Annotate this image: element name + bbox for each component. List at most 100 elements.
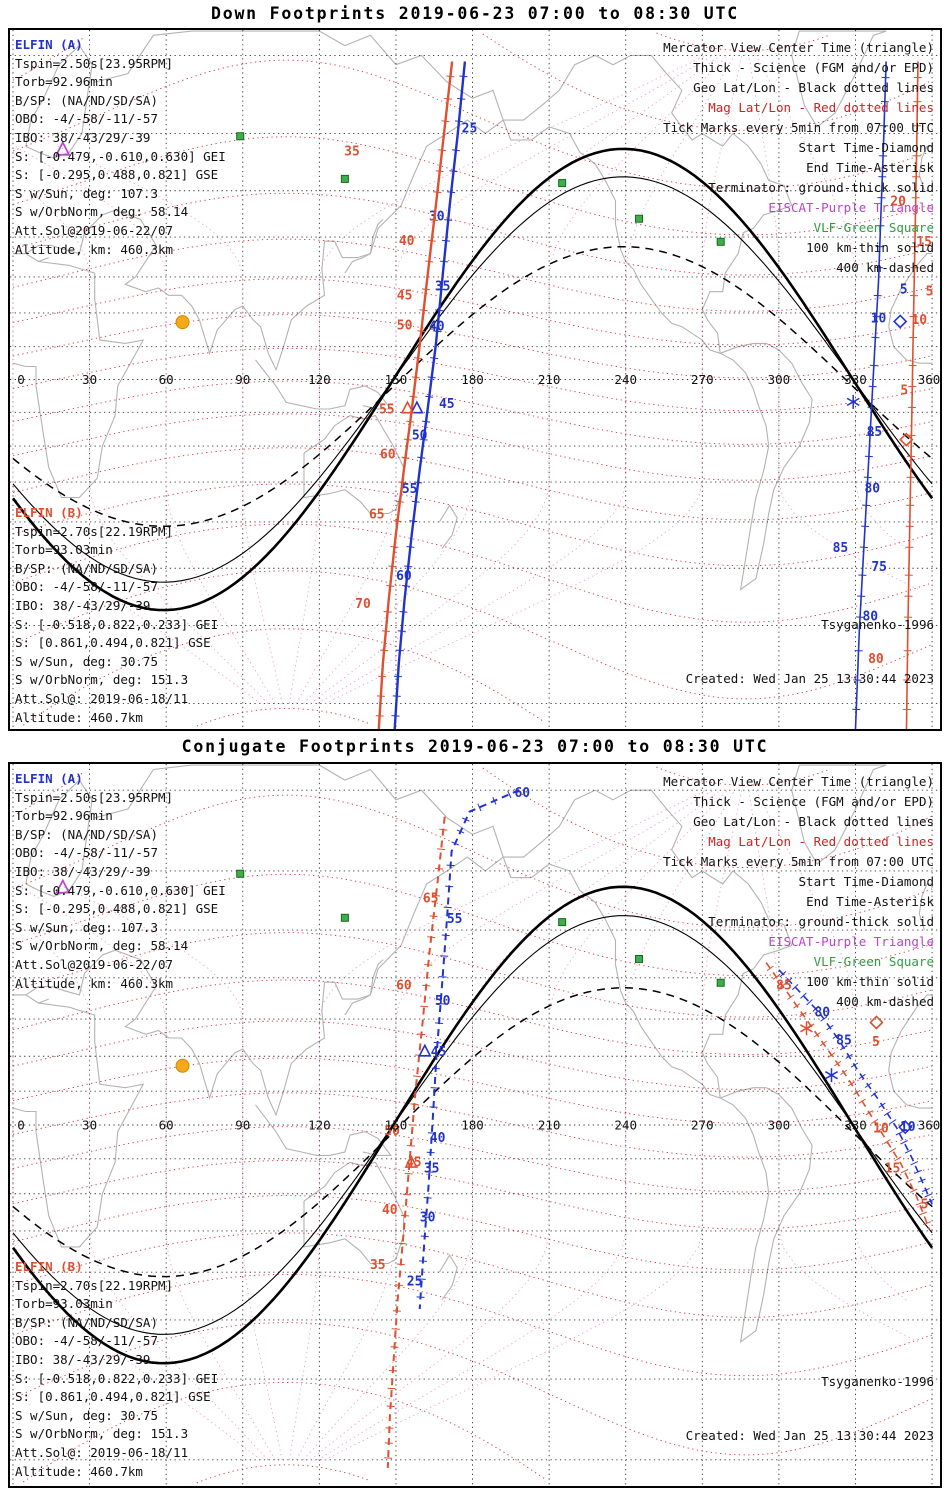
elfin-a-left-tick xyxy=(418,1260,428,1262)
mag-lat-line xyxy=(12,413,933,481)
legend-line: Thick - Science (FGM and/or EPD) xyxy=(693,60,934,75)
satellite-info-line: OBO: -4/-58/-11/-57 xyxy=(15,579,158,595)
elfin-b-right-tick xyxy=(900,1169,909,1174)
elfin-a-left-tick xyxy=(426,1151,435,1154)
elfin-a-left-tick xyxy=(433,330,442,333)
coastline xyxy=(13,253,49,263)
lon-tick-label: 150 xyxy=(385,1118,408,1133)
elfin-a-right-tick xyxy=(910,1161,919,1166)
lon-tick-label: 60 xyxy=(159,1118,174,1133)
satellite-info-line: Altitude, km: 460.3km xyxy=(15,975,174,991)
elfin-b-left-tick xyxy=(437,848,446,851)
start-time-diamond-marker xyxy=(893,314,908,329)
mag-lat-line xyxy=(12,523,933,623)
coastline xyxy=(719,342,813,591)
elfin-a-right-tick xyxy=(914,1169,922,1174)
elfin-a-left-tick xyxy=(440,955,449,957)
satellite-name: ELFIN (B) xyxy=(15,505,83,520)
created-timestamp: Created: Wed Jan 25 13:30:44 2023 xyxy=(685,671,934,686)
elfin-b-left-tick xyxy=(406,420,415,423)
satellite-info-line: IBO: 38/-43/29/-39 xyxy=(15,129,151,145)
vlf-square xyxy=(634,214,643,223)
elfin-b-left-tick xyxy=(425,260,434,263)
elfin-b-left-tick xyxy=(390,546,399,548)
mag-lat-line xyxy=(12,1092,933,1158)
coastline xyxy=(25,44,93,159)
legend-line: Mercator View Center Time (triangle) xyxy=(663,40,934,55)
elfin-b-left-label: 50 xyxy=(397,319,413,334)
mag-lat-line xyxy=(12,192,933,276)
eiscat-triangle xyxy=(55,140,71,156)
elfin-b-right-tick xyxy=(787,994,795,1000)
legend-line: VLF-Green Square xyxy=(813,954,934,969)
mag-lon-line xyxy=(29,190,269,704)
elfin-a-left-tick xyxy=(451,841,460,846)
legend-line: 400 km-dashed xyxy=(836,260,934,275)
legend-line: Tick Marks every 5min from 07:00 UTC xyxy=(663,854,934,869)
satellite-info-line: Att.Sol@2019-06-22/07 xyxy=(15,222,174,238)
elfin-a-left-tick xyxy=(492,796,497,805)
elfin-a-right-label: 85 xyxy=(836,1034,852,1049)
coastline xyxy=(503,789,793,1099)
elfin-b-left-tick xyxy=(410,1103,419,1105)
lon-tick-label: 300 xyxy=(768,1118,791,1133)
elfin-b-right-tick xyxy=(915,1201,924,1206)
elfin-a-info-block: ELFIN (A) Tspin=2.50s[23.95RPM] Torb=92.96… xyxy=(15,770,226,993)
satellite-info-line: Tspin=2.50s[23.95RPM] xyxy=(15,789,174,805)
satellite-info-line: S: [0.861,0.494,0.821] GSE xyxy=(15,1389,211,1405)
elfin-b-left-label: 35 xyxy=(370,1258,386,1273)
elfin-a-right-label: 80 xyxy=(814,1005,830,1020)
elfin-a-right-tick xyxy=(800,992,807,999)
lon-tick-label: 0 xyxy=(17,372,25,387)
mag-lon-line xyxy=(29,929,269,1461)
vlf-square xyxy=(340,174,349,183)
elfin-a-right-tick xyxy=(785,977,793,984)
elfin-a-left-tick xyxy=(420,1235,429,1238)
elfin-a-left-tick xyxy=(409,520,418,523)
elfin-b-right-label: 85 xyxy=(776,979,792,994)
elfin-b-right-tick xyxy=(813,1031,821,1038)
mag-lat-line xyxy=(12,1232,933,1318)
terminator-400km-dashed xyxy=(12,987,933,1278)
elfin-a-right-tick xyxy=(900,1140,908,1145)
center-time-triangle-marker xyxy=(404,1154,418,1168)
conjugate-footprints-map: 60 55 50 45 40 35 30 25 65 60 50 45 40 35 80 85 10 85 5 10 1… xyxy=(8,762,942,1488)
elfin-a-right-label: 80 xyxy=(864,482,880,497)
mag-lon-line xyxy=(310,789,728,1461)
satellite-info-line: Torb=92.96min xyxy=(15,808,113,824)
elfin-b-left-tick xyxy=(441,120,450,123)
lon-tick-label: 30 xyxy=(82,1118,97,1133)
elfin-b-left-tick xyxy=(409,395,418,398)
elfin-a-left-tick xyxy=(425,395,434,398)
coastline xyxy=(344,219,384,274)
mag-lat-line xyxy=(12,1273,933,1377)
elfin-a-left-tick xyxy=(447,191,456,194)
elfin-b-left-tick xyxy=(446,75,455,78)
elfin-a-right-tick xyxy=(889,1119,897,1125)
mag-lon-line xyxy=(748,55,919,590)
elfin-b-left-tick xyxy=(402,1193,411,1196)
satellite-info-line: S w/Sun, deg: 107.3 xyxy=(15,185,158,201)
elfin-b-left-tick xyxy=(392,1310,401,1312)
elfin-b-right-label: 15 xyxy=(885,1161,901,1176)
subsolar-point xyxy=(175,1058,190,1073)
vlf-square xyxy=(716,978,725,987)
mag-lon-line xyxy=(15,145,276,704)
elfin-b-right-label: 5 xyxy=(920,1197,928,1212)
mag-lat-line xyxy=(12,1160,933,1230)
elfin-b-left-tick xyxy=(422,984,431,987)
elfin-b-left-tick xyxy=(378,675,387,678)
legend-line: Start Time-Diamond xyxy=(798,874,934,889)
satellite-info-line: Tspin=2.70s[22.19RPM] xyxy=(15,523,174,539)
vlf-square xyxy=(340,913,349,922)
mag-lon-line xyxy=(748,790,919,1343)
elfin-a-right-label: 85 xyxy=(867,425,883,440)
mag-lat-line xyxy=(22,1382,545,1483)
lon-tick-label: 180 xyxy=(461,1118,484,1133)
elfin-a-right-tick xyxy=(791,984,799,991)
elfin-b-left-tick xyxy=(427,239,436,242)
lon-tick-label: 0 xyxy=(17,1118,25,1133)
lon-tick-label: 360 xyxy=(918,372,940,387)
legend-line: Geo Lat/Lon - Black dotted lines xyxy=(693,814,934,829)
